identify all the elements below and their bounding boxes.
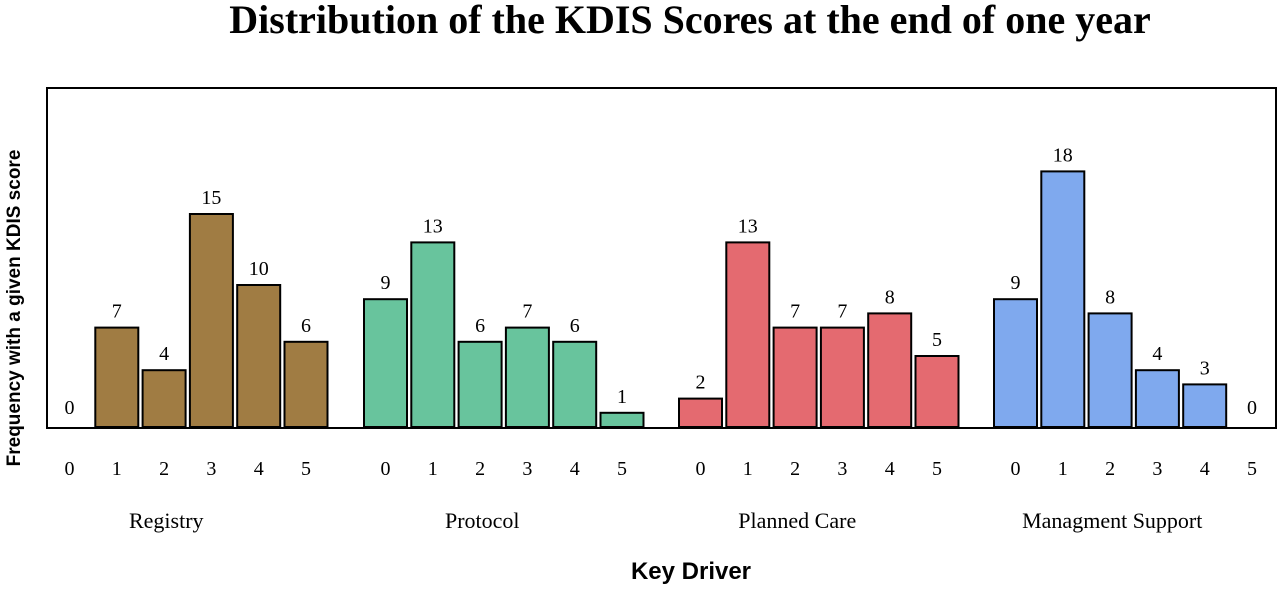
x-axis-title: Key Driver xyxy=(631,558,751,585)
tick-label: 5 xyxy=(932,458,942,480)
value-label: 8 xyxy=(885,286,895,308)
tick-label: 1 xyxy=(428,458,438,480)
tick-label: 2 xyxy=(475,458,485,480)
value-label: 5 xyxy=(932,329,942,351)
bar-protocol-3 xyxy=(504,326,550,429)
value-label: 8 xyxy=(1105,286,1115,308)
value-label: 6 xyxy=(570,315,580,337)
bar-protocol-5 xyxy=(599,411,645,428)
tick-label: 0 xyxy=(696,458,706,480)
bar-planned-care-2 xyxy=(772,326,818,429)
value-label: 0 xyxy=(1247,397,1257,419)
value-label: 13 xyxy=(738,215,758,237)
value-label: 7 xyxy=(112,301,122,323)
bar-registry-1 xyxy=(94,326,140,429)
bar-protocol-2 xyxy=(457,340,503,428)
tick-label: 3 xyxy=(837,458,847,480)
value-label: 9 xyxy=(381,272,391,294)
value-label: 15 xyxy=(201,187,221,209)
tick-label: 0 xyxy=(1011,458,1021,480)
tick-label: 4 xyxy=(570,458,580,480)
bar-registry-2 xyxy=(141,369,187,429)
tick-label: 0 xyxy=(65,458,75,480)
chart-title: Distribution of the KDIS Scores at the e… xyxy=(229,0,1150,42)
tick-label: 1 xyxy=(112,458,122,480)
value-labels-layer: 0 7 4 15 10 6 9 13 6 7 6 1 2 13 7 7 8 5 9 18 8 4 3 0 xyxy=(65,144,1258,419)
tick-label: 4 xyxy=(1200,458,1210,480)
value-label: 9 xyxy=(1011,272,1021,294)
tick-label: 1 xyxy=(743,458,753,480)
value-label: 7 xyxy=(790,301,800,323)
bar-registry-5 xyxy=(283,340,329,428)
tick-label: 2 xyxy=(790,458,800,480)
bar-managment-support-4 xyxy=(1182,383,1228,428)
tick-label: 4 xyxy=(254,458,264,480)
tick-label: 4 xyxy=(885,458,895,480)
tick-label: 5 xyxy=(301,458,311,480)
tick-label: 2 xyxy=(159,458,169,480)
bar-managment-support-3 xyxy=(1134,369,1180,429)
tick-label: 2 xyxy=(1105,458,1115,480)
value-label: 2 xyxy=(696,372,706,394)
bar-registry-3 xyxy=(188,213,234,428)
value-label: 1 xyxy=(617,386,627,408)
value-label: 4 xyxy=(1152,343,1162,365)
bar-registry-4 xyxy=(236,284,282,428)
value-label: 0 xyxy=(65,397,75,419)
tick-label: 1 xyxy=(1058,458,1068,480)
value-label: 7 xyxy=(837,301,847,323)
tick-label: 0 xyxy=(381,458,391,480)
value-label: 4 xyxy=(159,343,169,365)
bar-planned-care-1 xyxy=(725,241,771,428)
bar-protocol-4 xyxy=(552,340,598,428)
value-label: 13 xyxy=(423,215,443,237)
bar-planned-care-4 xyxy=(867,312,913,428)
bar-managment-support-2 xyxy=(1087,312,1133,428)
bars-layer xyxy=(94,170,1228,429)
value-label: 6 xyxy=(475,315,485,337)
bar-managment-support-1 xyxy=(1040,170,1086,428)
value-label: 6 xyxy=(301,315,311,337)
group-label-registry: Registry xyxy=(129,508,204,533)
tick-label: 5 xyxy=(1247,458,1257,480)
plot-frame xyxy=(46,87,1277,429)
bar-managment-support-0 xyxy=(993,298,1038,429)
bar-protocol-1 xyxy=(410,241,456,428)
bar-planned-care-5 xyxy=(914,355,960,428)
tick-label: 3 xyxy=(522,458,532,480)
value-label: 10 xyxy=(249,258,269,280)
bar-planned-care-0 xyxy=(678,397,723,429)
y-axis-title: Frequency with a given KDIS score xyxy=(4,150,25,467)
tick-label: 3 xyxy=(1152,458,1162,480)
tick-label: 5 xyxy=(617,458,627,480)
tick-labels-layer: 0 1 2 3 4 5 0 1 2 3 4 5 0 1 2 3 4 5 0 1 2 3 4 5 xyxy=(65,458,1258,480)
value-label: 18 xyxy=(1053,144,1073,166)
tick-label: 3 xyxy=(206,458,216,480)
bar-protocol-0 xyxy=(363,298,408,429)
group-label-managment-support: Managment Support xyxy=(1022,508,1202,533)
value-label: 7 xyxy=(522,301,532,323)
value-label: 3 xyxy=(1200,357,1210,379)
bar-planned-care-3 xyxy=(819,326,865,429)
group-labels-layer: Registry Protocol Planned Care Managment Su… xyxy=(129,508,1202,533)
group-label-protocol: Protocol xyxy=(445,508,520,533)
group-label-planned-care: Planned Care xyxy=(738,508,856,533)
